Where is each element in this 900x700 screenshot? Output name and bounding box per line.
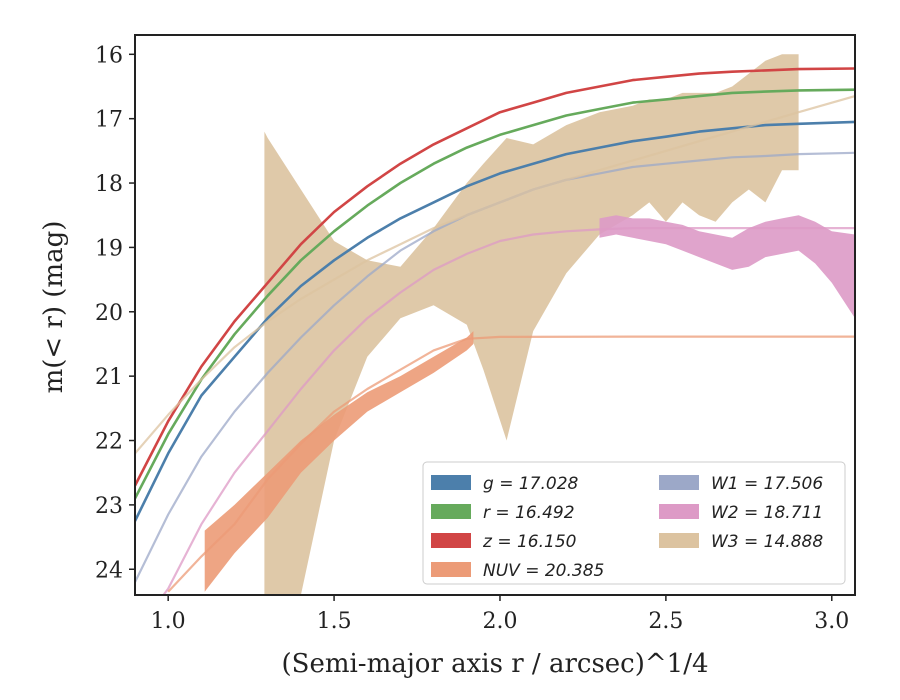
legend-swatch — [659, 533, 699, 548]
legend: g = 17.028 W1 = 17.506 r = 16.492 W2 = 18.7… — [422, 461, 846, 585]
series-line-5 — [135, 95, 855, 455]
axes-frame — [134, 34, 856, 596]
x-tick-label: 2.5 — [648, 609, 683, 634]
series-line-4 — [162, 227, 855, 595]
legend-swatch — [659, 504, 699, 519]
y-tick-label: 24 — [95, 558, 123, 583]
x-tick-label: 1.5 — [317, 609, 352, 634]
legend-swatch — [431, 504, 471, 519]
plot-area — [135, 54, 855, 595]
band-nuv — [204, 331, 474, 592]
legend-box — [422, 461, 846, 585]
legend-swatch — [431, 533, 471, 548]
x-tick-label: 1.0 — [151, 609, 186, 634]
y-axis-label: m(< r) (mag) — [39, 221, 69, 394]
y-tick-label: 20 — [95, 301, 123, 326]
y-tick-label: 16 — [95, 43, 123, 68]
y-axis-ticks: 16 17 18 19 20 21 22 23 24 — [95, 43, 135, 583]
x-tick-label: 3.0 — [814, 609, 849, 634]
legend-label: NUV = 20.385 — [483, 561, 604, 581]
legend-swatch — [431, 562, 471, 577]
x-tick-label: 2.0 — [482, 609, 517, 634]
y-tick-label: 22 — [95, 430, 123, 455]
legend-swatch — [659, 475, 699, 490]
band-w3 — [264, 54, 799, 595]
band-w2 — [599, 215, 855, 319]
legend-label: g = 17.028 — [483, 474, 579, 494]
series-line-2 — [135, 67, 855, 487]
legend-label: W1 = 17.506 — [711, 474, 823, 494]
series-line-1 — [135, 88, 855, 499]
x-axis-ticks: 1.0 1.5 2.0 2.5 3.0 — [151, 595, 849, 634]
y-tick-label: 19 — [95, 236, 123, 261]
y-tick-label: 23 — [95, 494, 123, 519]
x-axis-label: (Semi-major axis r / arcsec)^1/4 — [281, 649, 708, 679]
legend-swatch — [431, 475, 471, 490]
y-tick-label: 21 — [95, 365, 123, 390]
legend-label: r = 16.492 — [483, 503, 575, 523]
y-tick-label: 17 — [95, 108, 123, 133]
legend-label: W3 = 14.888 — [711, 532, 823, 552]
series-line-0 — [135, 120, 855, 522]
legend-label: z = 16.150 — [482, 532, 576, 552]
y-tick-label: 18 — [95, 172, 123, 197]
legend-label: W2 = 18.711 — [711, 503, 823, 523]
series-line-6 — [167, 335, 855, 593]
